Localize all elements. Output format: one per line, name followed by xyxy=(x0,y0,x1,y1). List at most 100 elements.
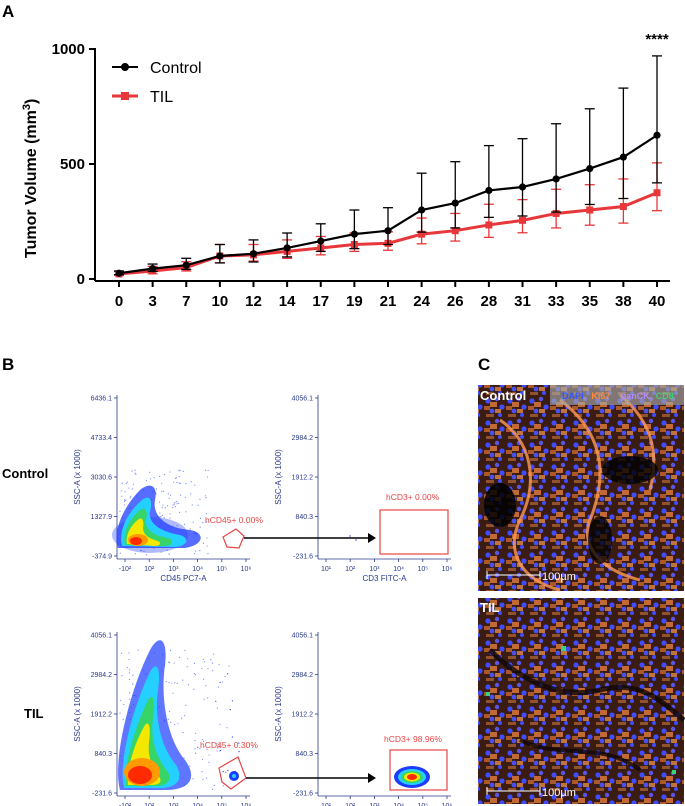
data-point xyxy=(485,221,493,229)
flow-x-tick-label: 10⁶ xyxy=(241,803,252,806)
x-tick-label: 7 xyxy=(182,293,190,310)
flow-x-tick-label: 10⁵ xyxy=(216,803,227,806)
flow-x-tick-label: 10³ xyxy=(369,803,380,806)
panel-label-b: B xyxy=(2,355,14,374)
flow-x-tick-label: 10⁴ xyxy=(393,803,404,806)
control-micrograph xyxy=(478,385,684,592)
x-tick-label: 28 xyxy=(481,293,498,310)
flow-x-tick-label: 10² xyxy=(144,803,155,806)
flow-x-tick-label: 10⁶ xyxy=(442,566,453,573)
legend: Control TIL xyxy=(112,60,202,106)
row-label-control: Control xyxy=(2,466,48,481)
row-label-til: TIL xyxy=(24,706,44,721)
flow-y-tick-label: 840.3 xyxy=(94,751,112,758)
data-point xyxy=(317,237,325,245)
data-point xyxy=(451,227,459,235)
data-point xyxy=(619,203,627,211)
til-gating-arrowhead xyxy=(368,773,376,783)
stain-legend-item: panCK xyxy=(621,391,651,401)
flow-x-tick-label: 10¹ xyxy=(321,803,332,806)
x-tick-label: 21 xyxy=(380,293,397,310)
flow-x-tick-label: 10³ xyxy=(168,566,179,573)
flow-x-tick-label: 10⁴ xyxy=(192,566,203,573)
til-cd45-density xyxy=(118,640,239,790)
data-point xyxy=(115,269,123,277)
data-point xyxy=(586,206,594,214)
flow-x-tick-label: 10⁴ xyxy=(192,803,203,806)
flow-y-tick-label: 4056.1 xyxy=(292,633,314,640)
flow-x-tick-label: 10⁴ xyxy=(393,566,404,573)
flow-x-tick-label: -10² xyxy=(119,803,132,806)
til-cd3-density xyxy=(394,766,430,788)
cd8-cell xyxy=(672,770,676,774)
data-point xyxy=(182,261,190,269)
flow-y-tick-label: -231.6 xyxy=(293,791,313,798)
data-point xyxy=(619,153,627,161)
flow-y-tick-label: 1912.2 xyxy=(292,475,314,482)
flow-x-tick-label: 10⁵ xyxy=(417,566,428,573)
data-point xyxy=(552,175,560,183)
data-point xyxy=(418,230,426,238)
data-point xyxy=(451,199,459,207)
control-cd3-gate-label: hCD3+ 0.00% xyxy=(386,492,440,502)
flow-x-tick-label: 10³ xyxy=(168,803,179,806)
y-tick-label: 500 xyxy=(60,156,85,173)
flow-y-tick-label: 840.3 xyxy=(295,514,313,521)
flow-x-tick-label: 10¹ xyxy=(321,566,332,573)
control-cd45-gate-label: hCD45+ 0.00% xyxy=(205,515,263,525)
flow-y-tick-label: 1912.2 xyxy=(91,712,113,719)
y-tick-label: 1000 xyxy=(52,41,85,58)
flow-y-axis-title: SSC-A (x 1000) xyxy=(73,449,82,505)
flow-x-tick-label: 10³ xyxy=(369,566,380,573)
flow-x-axis-title: CD3 FITC-A xyxy=(363,574,408,583)
til-cd3-gate-label: hCD3+ 98.96% xyxy=(384,734,442,744)
flow-x-tick-label: 10⁶ xyxy=(442,803,453,806)
stain-legend-item: DAPI xyxy=(562,391,584,401)
flow-y-tick-label: -231.6 xyxy=(92,791,112,798)
y-axis-title: Tumor Volume (mm3) xyxy=(21,99,40,258)
flow-x-tick-label: 10⁵ xyxy=(216,566,227,573)
data-point xyxy=(586,165,594,173)
data-point xyxy=(519,216,526,224)
tumor-volume-chart: 0 500 1000 0 3 7 10 12 14 17 19 21 24 26 28 31 33 35 38 40… xyxy=(21,31,670,310)
stain-legend: DAPI Ki67 panCK CD8 xyxy=(562,391,674,401)
til-cd45-plot: 4056.1 2984.2 1912.2 840.3 -231.6 -10² 10² 10³ 1… xyxy=(73,632,251,806)
flow-y-tick-label: 6436.1 xyxy=(91,396,113,403)
data-point xyxy=(384,227,392,235)
x-tick-label: 24 xyxy=(413,293,430,310)
x-tick-label: 26 xyxy=(447,293,464,310)
flow-y-tick-label: 4056.1 xyxy=(91,633,113,640)
series-control xyxy=(114,55,662,277)
flow-y-tick-label: 2984.2 xyxy=(91,672,113,679)
y-tick-label: 0 xyxy=(77,271,85,288)
data-point xyxy=(216,252,224,260)
flow-y-tick-label: 2984.2 xyxy=(292,435,314,442)
flow-y-tick-label: -374.9 xyxy=(92,554,112,561)
cd8-cell xyxy=(486,692,490,696)
significance-marker: **** xyxy=(645,31,669,48)
data-point xyxy=(485,186,493,195)
control-cd3-gate xyxy=(379,509,449,555)
control-gating-arrowhead xyxy=(368,533,376,543)
panel-label-a: A xyxy=(2,2,14,21)
til-micrograph-title: TIL xyxy=(480,600,500,615)
flow-y-tick-label: -231.6 xyxy=(293,554,313,561)
flow-y-axis-title: SSC-A (x 1000) xyxy=(274,449,283,505)
legend-control-label: Control xyxy=(150,60,202,77)
flow-y-tick-label: 4733.4 xyxy=(91,435,113,442)
data-point xyxy=(653,189,661,197)
series-line xyxy=(118,134,658,275)
x-tick-label: 40 xyxy=(649,293,666,310)
flow-x-tick-label: 10² xyxy=(345,566,356,573)
flow-y-axis-title: SSC-A (x 1000) xyxy=(274,686,283,742)
cd8-cell xyxy=(561,646,566,651)
stain-legend-item: Ki67 xyxy=(591,391,610,401)
micrograph-legend-bar xyxy=(550,385,684,405)
control-cd3-plot: 4056.1 2984.2 1912.2 840.3 -231.6 10¹ 10² 10³ 10… xyxy=(274,395,452,583)
flow-y-tick-label: 1912.2 xyxy=(292,712,314,719)
til-cd3-gate xyxy=(389,749,448,791)
flow-y-tick-label: 2984.2 xyxy=(292,672,314,679)
data-point xyxy=(518,183,527,191)
data-point xyxy=(653,131,661,139)
